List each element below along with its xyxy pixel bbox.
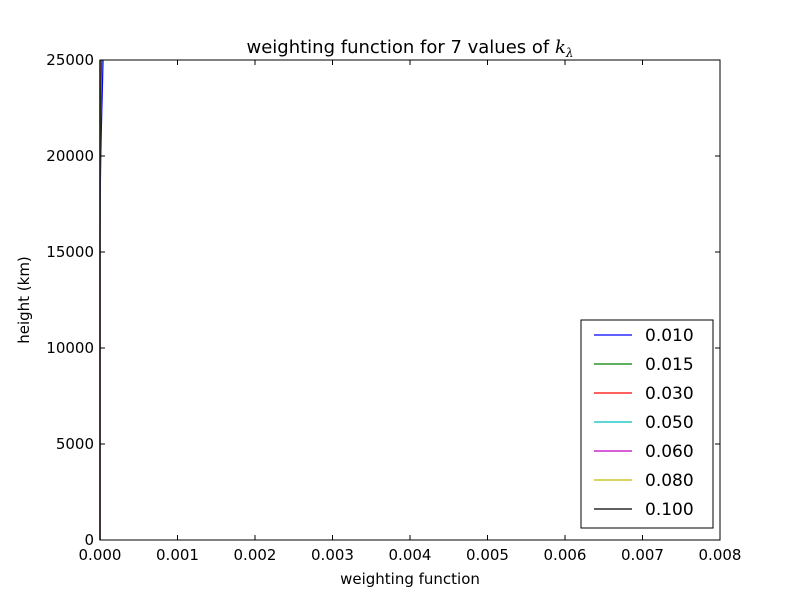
x-tick-label: 0.004: [389, 546, 432, 564]
legend-label-0.080: 0.080: [645, 471, 694, 491]
legend-frame: [580, 319, 714, 529]
legend-label-0.015: 0.015: [645, 355, 694, 375]
legend: 0.010 0.015 0.030 0.050 0.060 0.080 0.100: [580, 319, 714, 529]
legend-label-0.010: 0.010: [645, 326, 694, 346]
ticks-layer: 0.000 0.001 0.002 0.003 0.004 0.005 0.006 0.007…: [46, 51, 741, 564]
y-tick-label: 10000: [46, 339, 94, 357]
x-tick-label: 0.006: [544, 546, 587, 564]
x-tick-label: 0.007: [621, 546, 664, 564]
legend-label-0.060: 0.060: [645, 442, 694, 462]
x-tick-label: 0.001: [156, 546, 199, 564]
y-tick-label: 5000: [56, 435, 94, 453]
legend-label-0.100: 0.100: [645, 500, 694, 520]
x-tick-label: 0.008: [699, 546, 742, 564]
y-tick-label: 0: [84, 531, 94, 549]
x-tick-label: 0.003: [311, 546, 354, 564]
legend-label-0.050: 0.050: [645, 413, 694, 433]
x-tick-label: 0.005: [466, 546, 509, 564]
x-axis-label: weighting function: [340, 570, 480, 588]
legend-label-0.030: 0.030: [645, 384, 694, 404]
x-tick-label: 0.000: [79, 546, 122, 564]
x-tick-label: 0.002: [234, 546, 277, 564]
chart-title: weighting function for 7 values of kλ: [246, 37, 573, 60]
y-axis-label: height (km): [15, 256, 33, 344]
y-tick-label: 25000: [46, 51, 94, 69]
y-tick-label: 15000: [46, 243, 94, 261]
y-tick-label: 20000: [46, 147, 94, 165]
